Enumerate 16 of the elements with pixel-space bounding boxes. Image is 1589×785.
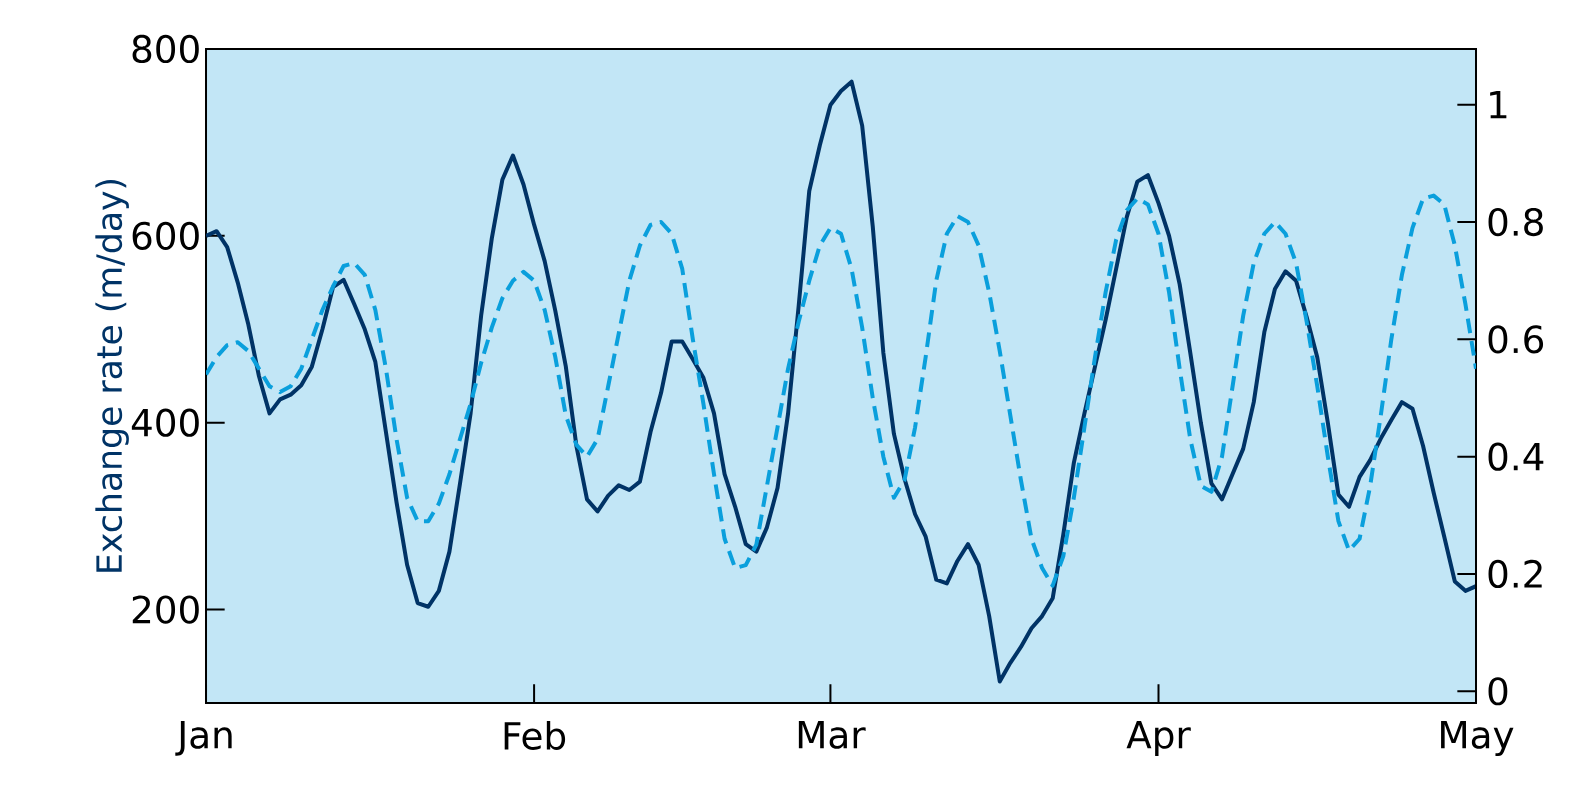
x-tick-label: Mar [798, 721, 866, 749]
y2-tick-label: 0.2 [1488, 559, 1542, 589]
x-tick-label: Jan [175, 721, 232, 756]
y2-tick-label: 0 [1488, 677, 1508, 706]
y2-tick-label: 0.6 [1488, 325, 1544, 354]
x-tick-label: May [1441, 721, 1514, 756]
y-axis-title: Exchange rate (m/day) [95, 179, 129, 572]
y-tick-label: 800 [132, 34, 199, 64]
y2-tick-label: 0.4 [1488, 442, 1544, 471]
y-tick-label: 200 [132, 595, 199, 624]
y2-tick-label: 0.8 [1488, 207, 1543, 237]
y-tick-label: 400 [131, 408, 199, 437]
x-tick-label: Apr [1126, 721, 1191, 756]
x-tick-label: Feb [504, 721, 566, 750]
y2-tick-label: 1 [1490, 91, 1507, 119]
y-tick-label: 600 [132, 221, 199, 250]
